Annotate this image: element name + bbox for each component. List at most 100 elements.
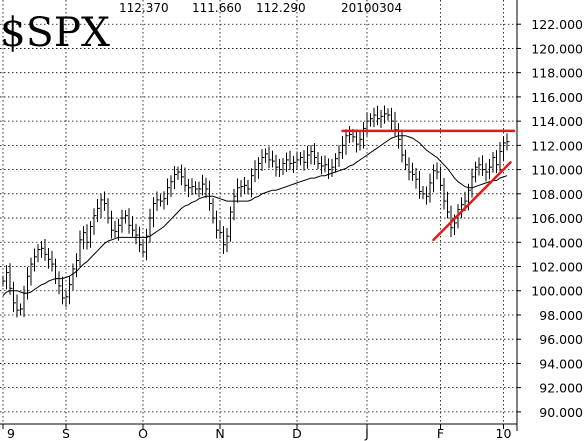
price-bar [62,276,65,305]
y-tick-label: 98.000 [539,308,583,323]
price-bar [104,191,107,211]
price-bar [415,168,419,189]
price-bar [471,168,475,198]
price-bar [55,258,58,285]
x-tick-label: 10 [496,426,512,441]
close-value: 112.290 [256,1,306,15]
price-bar [163,191,167,210]
price-bar [436,162,440,180]
moving-average-layer [2,135,508,296]
price-bar [412,162,415,181]
price-bar [496,150,499,174]
price-bar [405,149,408,171]
annotation-layer [341,129,516,242]
price-bar [258,157,261,179]
price-bar [373,107,377,128]
price-bar [79,230,83,267]
y-tick-label: 104.000 [531,235,583,250]
price-bar [97,199,100,223]
price-bar [328,158,331,179]
price-bar [485,163,489,182]
price-bar [86,224,90,250]
y-tick-label: 102.000 [531,260,583,275]
price-bar [2,275,6,287]
x-tick-label: O [138,426,148,441]
price-bar [482,155,485,177]
price-bar [118,218,121,241]
price-bar [503,136,506,161]
price-bar [391,107,394,130]
price-bar [359,129,363,151]
price-bar [345,129,349,155]
price-bar [261,149,265,171]
price-bar [16,294,20,318]
price-bar [216,210,219,239]
price-bar [6,265,9,290]
price-bar [170,175,174,198]
price-bar [310,145,314,165]
price-bar [275,154,279,177]
price-bar [426,186,429,205]
price-bar [370,113,373,127]
price-bar [156,191,160,211]
price-bar [380,109,384,129]
price-bar [237,178,240,203]
price-bar [20,303,23,316]
trend-line [432,161,512,242]
x-tick-label: D [292,426,302,441]
price-bar [338,145,342,168]
price-bar [209,180,212,211]
price-bar [90,221,93,248]
price-bar [279,158,282,177]
price-bar [153,197,156,228]
price-bar [114,220,118,238]
price-bar [149,208,153,243]
price-bar [177,166,181,180]
price-bar [191,178,195,196]
price-bar [9,263,13,295]
price-bar [384,105,387,124]
price-bar [125,210,128,224]
x-tick-label: N [215,426,224,441]
y-tick-label: 96.000 [539,332,583,347]
price-bar [72,263,76,291]
price-bar [27,266,30,300]
price-bar [58,271,62,295]
y-tick-label: 112.000 [531,138,583,153]
price-bar [83,226,86,250]
price-bar [321,156,324,175]
price-bar [181,164,184,186]
price-bar [244,176,247,194]
price-bar [188,178,191,198]
price-bar [247,179,251,195]
y-tick-label: 122.000 [531,17,583,32]
price-bar [146,228,149,261]
price-bar [506,133,510,151]
price-bar [37,244,41,263]
x-tick-label: S [62,426,70,441]
x-tick-label: F [437,426,444,441]
price-bar [356,129,359,153]
price-bar [268,146,272,169]
low-value: 111.660 [192,1,242,15]
price-bar [233,188,237,221]
price-bar [282,158,286,176]
price-bar [135,223,139,245]
price-bar [443,177,447,210]
y-tick-label: 120.000 [531,41,583,56]
price-bar [34,248,37,272]
price-bar [331,158,335,177]
price-bar [398,123,401,149]
price-bar [286,152,289,172]
open-value: 112.370 [119,1,169,15]
price-bar [167,178,170,206]
price-bar [132,215,135,237]
price-bar [51,250,55,272]
x-tick-label: J [364,426,369,441]
price-bar [142,239,146,258]
y-tick-label: 108.000 [531,187,583,202]
price-bar [69,276,72,305]
price-bar [93,208,97,235]
x-tick-labels: 9 S O N D J F 10 [2,424,512,441]
